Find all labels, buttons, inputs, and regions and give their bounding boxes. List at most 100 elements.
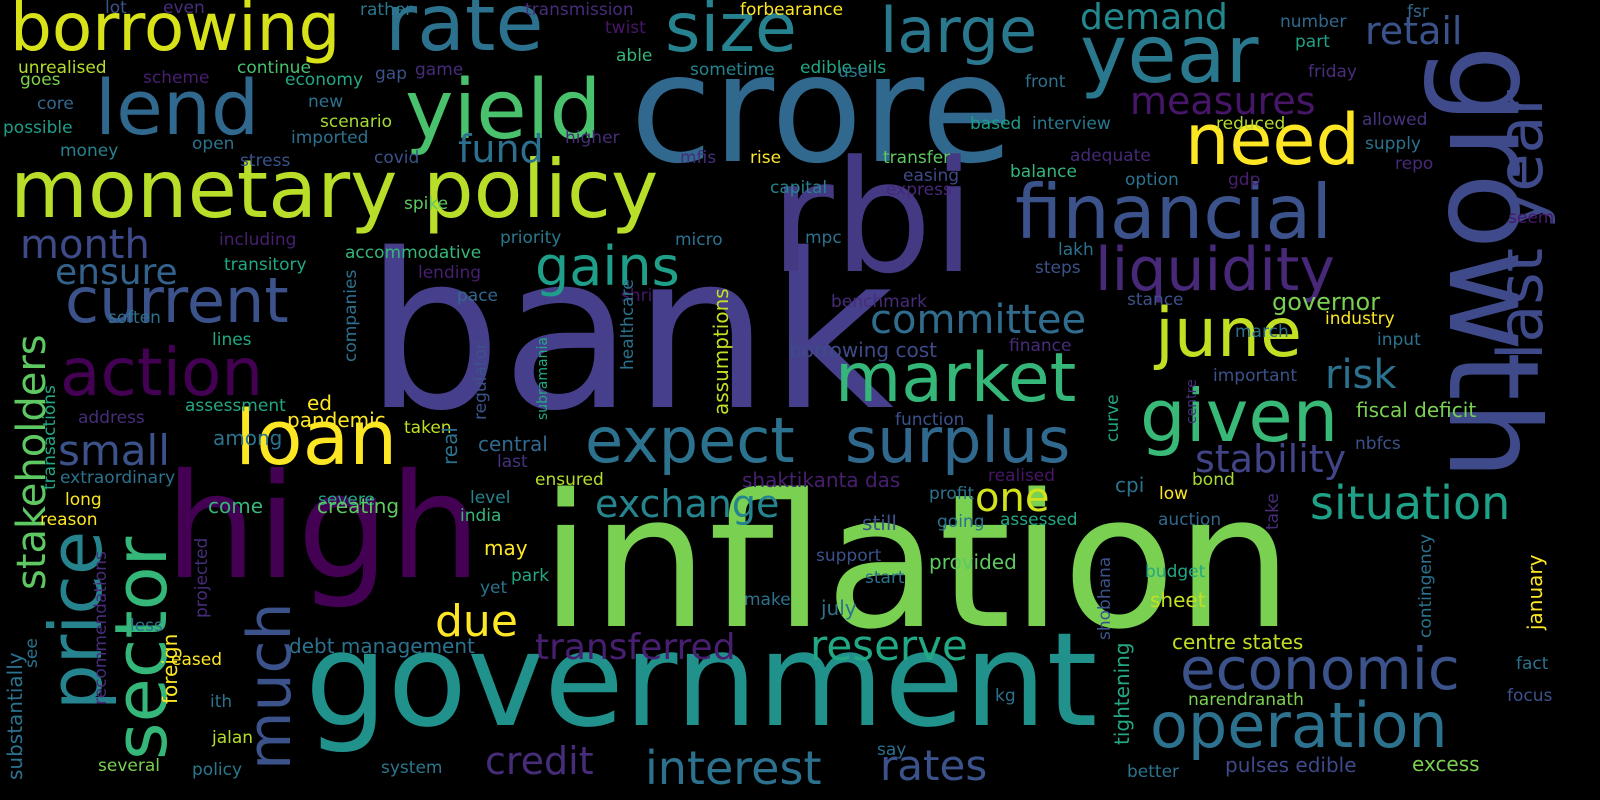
word-transitory: transitory <box>224 255 307 275</box>
word-measures: measures <box>1130 79 1316 123</box>
word-may: may <box>484 536 528 560</box>
word-money: money <box>60 141 119 161</box>
word-continue: continue <box>237 58 311 78</box>
word-capital: capital <box>770 178 828 198</box>
word-governor: governor <box>1272 288 1381 316</box>
word-covid: covid <box>374 148 420 168</box>
word-recommendations: recommendations <box>91 551 111 705</box>
word-eased: eased <box>171 650 222 670</box>
word-regulator: regulator <box>471 342 491 420</box>
word-transfer: transfer <box>883 148 951 168</box>
word-crore: crore <box>630 23 1014 197</box>
word-function: function <box>895 410 965 430</box>
word-march: march <box>1235 322 1289 342</box>
word-gap: gap <box>375 64 407 84</box>
word-jalan: jalan <box>212 728 254 748</box>
word-mfis: mfis <box>680 148 717 168</box>
word-important: important <box>1213 366 1297 386</box>
word-severe: severe <box>318 490 375 510</box>
word-contingency: contingency <box>1416 533 1436 638</box>
word-healthcare: healthcare <box>618 279 638 370</box>
word-use: use <box>838 62 869 82</box>
word-economy: economy <box>285 70 364 90</box>
word-transactions: transactions <box>40 385 60 490</box>
word-say: say <box>877 740 907 760</box>
word-taken: taken <box>404 418 452 438</box>
word-transmission: transmission <box>525 0 634 20</box>
word-soften: soften <box>108 308 161 328</box>
word-sometime: sometime <box>690 60 775 80</box>
word-economic: economic <box>1180 635 1460 703</box>
word-assessment: assessment <box>185 396 286 416</box>
word-current: current <box>65 264 289 337</box>
word-game: game <box>415 60 464 80</box>
word-demand: demand <box>1080 0 1228 38</box>
word-start: start <box>865 568 905 588</box>
word-assumptions: assumptions <box>709 288 733 415</box>
word-liquidity: liquidity <box>1095 235 1335 305</box>
word-stress: stress <box>240 151 291 171</box>
word-gdp: gdp <box>1228 170 1261 190</box>
word-core: core <box>37 94 74 114</box>
word-better: better <box>1127 762 1180 782</box>
word-transferred: transferred <box>535 627 736 668</box>
word-adequate: adequate <box>1070 146 1151 166</box>
word-government: government <box>305 604 1098 756</box>
word-sheet: sheet <box>1150 588 1206 612</box>
word-ensure: ensure <box>55 252 178 293</box>
word-budget: budget <box>1145 562 1206 582</box>
word-rbi: rbi <box>770 127 976 308</box>
word-given: given <box>1140 374 1339 458</box>
word-bank: bank <box>365 207 894 458</box>
word-centre-states: centre states <box>1172 630 1304 654</box>
word-due: due <box>435 596 518 647</box>
word-yield: yield <box>405 63 602 158</box>
word-foreign: foreign <box>158 633 182 704</box>
word-going: going <box>937 512 985 532</box>
word-finance: finance <box>1009 336 1072 356</box>
word-see: see <box>22 638 42 668</box>
word-easing: easing <box>903 166 960 186</box>
word-stance: stance <box>1127 290 1184 310</box>
word-credit: credit <box>485 739 594 783</box>
word-allowed: allowed <box>1362 110 1428 130</box>
word-support: support <box>816 546 882 566</box>
word-month: month <box>20 222 150 268</box>
word-balance: balance <box>1010 162 1077 182</box>
word-micro: micro <box>675 230 723 250</box>
word-january: january <box>1523 554 1547 630</box>
word-assessed: assessed <box>1000 510 1078 530</box>
word-long: long <box>65 490 102 510</box>
word-forbearance: forbearance <box>740 0 844 20</box>
word-possible: possible <box>3 118 73 138</box>
word-market: market <box>835 339 1077 418</box>
word-open: open <box>192 134 235 154</box>
word-imported: imported <box>291 128 369 148</box>
word-higher: higher <box>565 128 620 148</box>
word-provided: provided <box>929 550 1017 574</box>
word-friday: friday <box>1308 62 1357 82</box>
word-surplus: surplus <box>845 404 1071 477</box>
word-part: part <box>1295 32 1330 52</box>
word-june: june <box>1155 294 1302 373</box>
word-fact: fact <box>1516 654 1549 674</box>
word-accommodative: accommodative <box>345 243 482 263</box>
word-kg: kg <box>995 686 1016 706</box>
word-ith: ith <box>210 692 233 712</box>
word-exchange: exchange <box>595 482 780 526</box>
word-central: central <box>478 432 548 456</box>
word-lines: lines <box>212 330 252 350</box>
word-july: july <box>821 596 857 620</box>
word-large: large <box>880 0 1038 67</box>
word-express: express <box>886 180 952 200</box>
word-steps: steps <box>1035 258 1081 278</box>
word-pandemic: pandemic <box>287 408 386 432</box>
word-rise: rise <box>750 148 782 168</box>
word-cpi: cpi <box>1115 473 1145 497</box>
word-action: action <box>60 334 264 411</box>
word-able: able <box>616 46 653 66</box>
word-mpc: mpc <box>805 228 842 248</box>
word-scheme: scheme <box>143 68 210 88</box>
word-extraordinary: extraordinary <box>60 468 176 488</box>
word-projected: projected <box>192 537 212 618</box>
